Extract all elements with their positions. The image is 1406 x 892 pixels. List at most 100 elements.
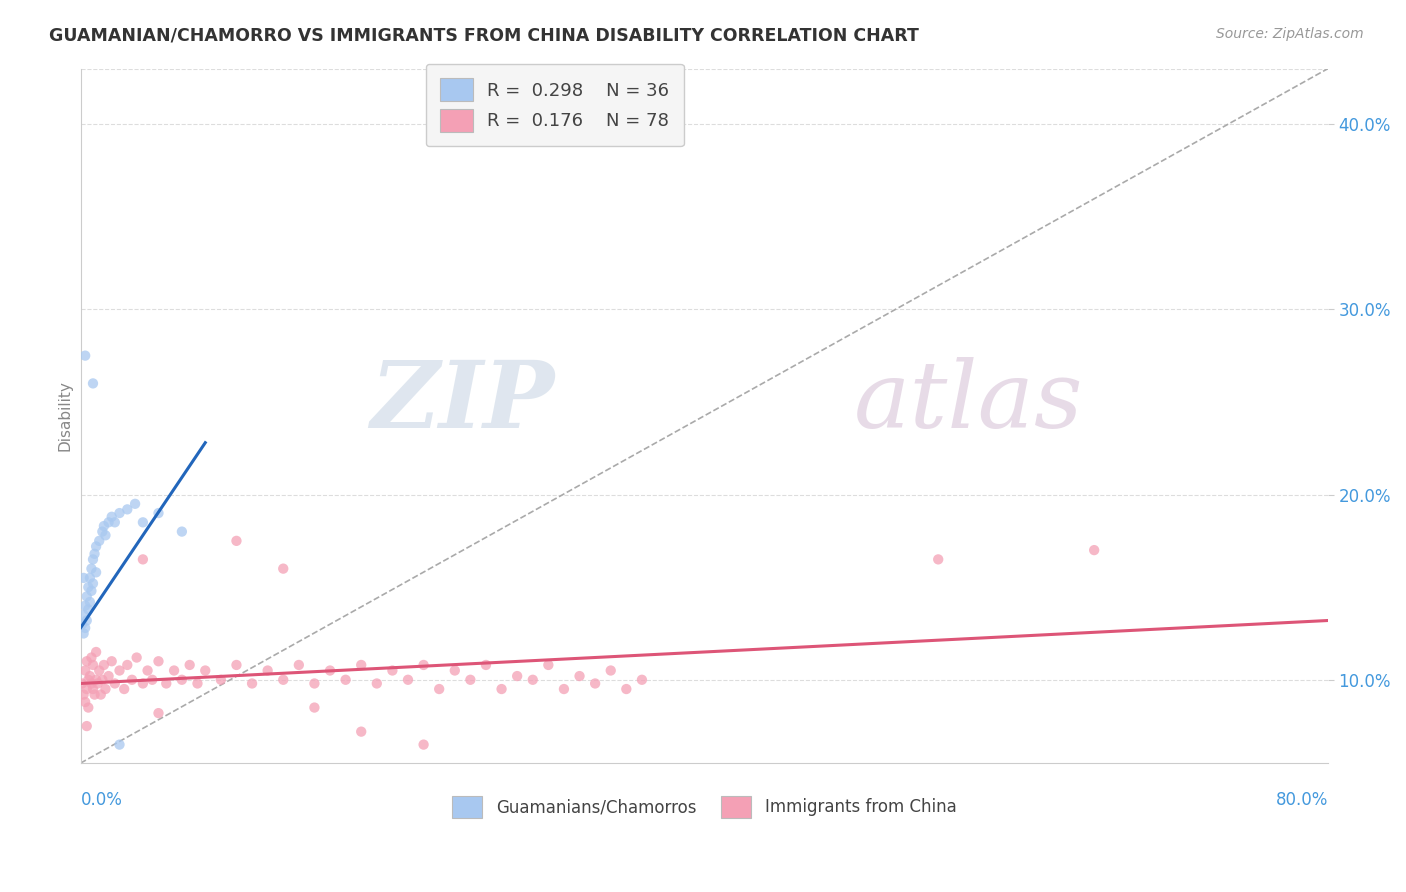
Point [77, 700, 100, 714]
Text: ZIP: ZIP [370, 357, 554, 447]
Point [194, 664, 217, 678]
Point [304, 700, 326, 714]
Point [80, 561, 103, 575]
Point [84, 645, 107, 659]
Point [148, 654, 170, 668]
Point [82, 552, 104, 566]
Text: atlas: atlas [853, 357, 1084, 447]
Text: 80.0%: 80.0% [1275, 791, 1329, 809]
Point [412, 738, 434, 752]
Point [94, 681, 117, 696]
Point [112, 681, 135, 696]
Point [117, 502, 139, 516]
Point [125, 650, 148, 665]
Point [91, 524, 114, 539]
Point [148, 706, 170, 720]
Point [93, 657, 115, 672]
Point [240, 676, 263, 690]
Point [76, 719, 98, 733]
Point [83, 688, 105, 702]
Point [366, 676, 388, 690]
Point [124, 497, 146, 511]
Point [86, 676, 108, 690]
Point [553, 681, 575, 696]
Point [599, 664, 621, 678]
Point [72, 688, 94, 702]
Text: GUAMANIAN/CHAMORRO VS IMMIGRANTS FROM CHINA DISABILITY CORRELATION CHART: GUAMANIAN/CHAMORRO VS IMMIGRANTS FROM CH… [49, 27, 920, 45]
Point [117, 657, 139, 672]
Point [100, 654, 122, 668]
Point [75, 599, 97, 613]
Point [412, 657, 434, 672]
Point [475, 657, 498, 672]
Point [271, 673, 294, 687]
Point [491, 681, 513, 696]
Point [77, 673, 100, 687]
Point [522, 673, 544, 687]
Point [97, 669, 120, 683]
Point [94, 528, 117, 542]
Point [396, 673, 419, 687]
Point [72, 571, 94, 585]
Point [460, 673, 482, 687]
Point [614, 681, 637, 696]
Point [121, 673, 143, 687]
Point [304, 676, 326, 690]
Point [132, 676, 155, 690]
Point [76, 681, 98, 696]
Point [82, 576, 104, 591]
Point [77, 602, 100, 616]
Legend: Guamanians/Chamorros, Immigrants from China: Guamanians/Chamorros, Immigrants from Ch… [446, 789, 963, 824]
Point [170, 673, 193, 687]
Point [163, 664, 186, 678]
Point [82, 657, 104, 672]
Y-axis label: Disability: Disability [58, 380, 72, 451]
Point [76, 654, 98, 668]
Point [350, 657, 373, 672]
Point [89, 664, 111, 678]
Point [84, 540, 107, 554]
Point [93, 519, 115, 533]
Point [82, 376, 104, 391]
Point [631, 673, 654, 687]
Point [84, 566, 107, 580]
Point [104, 676, 127, 690]
Point [155, 676, 177, 690]
Point [568, 669, 591, 683]
Point [80, 676, 103, 690]
Point [75, 621, 97, 635]
Point [583, 676, 606, 690]
Point [72, 607, 94, 622]
Point [97, 516, 120, 530]
Point [75, 695, 97, 709]
Point [225, 533, 247, 548]
Point [443, 664, 465, 678]
Point [148, 506, 170, 520]
Point [427, 681, 450, 696]
Point [77, 580, 100, 594]
Point [1083, 543, 1105, 558]
Point [132, 552, 155, 566]
Point [256, 664, 278, 678]
Point [91, 673, 114, 687]
Point [335, 673, 357, 687]
Point [76, 614, 98, 628]
Point [104, 516, 127, 530]
Point [75, 664, 97, 678]
Point [506, 669, 529, 683]
Point [80, 650, 103, 665]
Point [79, 571, 101, 585]
Point [136, 664, 159, 678]
Point [90, 688, 112, 702]
Text: Source: ZipAtlas.com: Source: ZipAtlas.com [1216, 27, 1364, 41]
Point [80, 583, 103, 598]
Point [84, 673, 107, 687]
Point [179, 657, 201, 672]
Point [537, 657, 560, 672]
Text: 0.0%: 0.0% [80, 791, 122, 809]
Point [75, 349, 97, 363]
Point [70, 676, 93, 690]
Point [186, 676, 208, 690]
Point [350, 724, 373, 739]
Point [319, 664, 342, 678]
